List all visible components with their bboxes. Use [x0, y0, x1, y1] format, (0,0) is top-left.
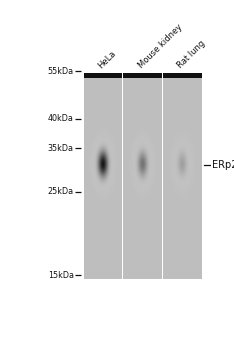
Text: Rat lung: Rat lung: [176, 39, 207, 70]
Bar: [123, 73, 162, 279]
Bar: [84, 73, 122, 279]
Text: 55kDa: 55kDa: [48, 66, 74, 76]
Text: 40kDa: 40kDa: [48, 114, 74, 123]
Bar: [163, 73, 201, 279]
Bar: [84, 73, 122, 78]
Bar: [163, 73, 201, 78]
Text: HeLa: HeLa: [97, 49, 118, 70]
Text: 15kDa: 15kDa: [48, 271, 74, 280]
Text: 25kDa: 25kDa: [48, 187, 74, 196]
Bar: [123, 73, 162, 78]
Text: 35kDa: 35kDa: [48, 144, 74, 153]
Text: ERp29: ERp29: [212, 160, 234, 170]
Text: Mouse kidney: Mouse kidney: [136, 23, 184, 70]
